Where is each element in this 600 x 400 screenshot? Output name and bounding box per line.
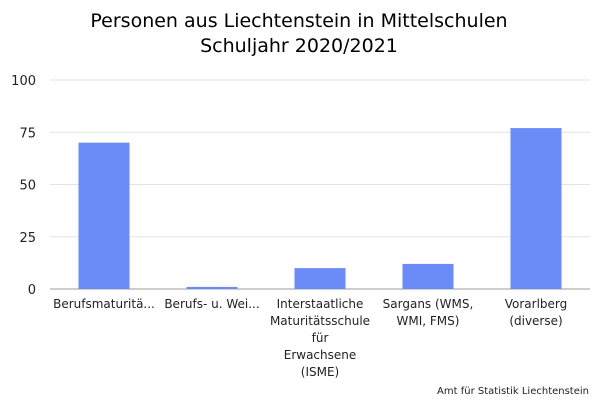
- y-tick-label: 100: [11, 74, 36, 89]
- bars: [78, 128, 562, 289]
- x-tick-label: (ISME): [301, 365, 339, 379]
- x-tick-label: für: [312, 331, 329, 345]
- chart-title-line-1: Personen aus Liechtenstein in Mittelschu…: [90, 10, 507, 32]
- y-tick-label: 50: [19, 179, 36, 194]
- x-tick-label: Erwachsene: [284, 348, 357, 362]
- source-note: Amt für Statistik Liechtenstein: [437, 386, 589, 397]
- x-axis: Berufsmaturitä... Berufs- u. Wei... Inters…: [53, 297, 567, 379]
- x-tick-label: Sargans (WMS,: [383, 297, 474, 311]
- bar: [510, 128, 562, 289]
- y-axis: 0 25 50 75 100: [11, 74, 36, 298]
- x-tick-label: Berufsmaturitä...: [53, 297, 155, 311]
- x-tick-label: WMI, FMS): [397, 314, 460, 328]
- y-tick-label: 0: [28, 283, 36, 298]
- x-tick-label: Maturitätsschule: [270, 314, 370, 328]
- y-tick-label: 25: [19, 231, 36, 246]
- x-tick-label: Berufs- u. Wei...: [164, 297, 259, 311]
- gridlines: [50, 79, 590, 290]
- x-tick-label: (diverse): [509, 314, 562, 328]
- bar: [186, 286, 238, 289]
- bar: [78, 142, 130, 289]
- bar: [402, 263, 454, 289]
- x-tick-label: Interstaatliche: [277, 297, 364, 311]
- chart-title-line-2: Schuljahr 2020/2021: [200, 35, 398, 57]
- x-tick-label: Vorarlberg: [505, 297, 568, 311]
- bar: [294, 268, 346, 289]
- y-tick-label: 75: [19, 126, 36, 141]
